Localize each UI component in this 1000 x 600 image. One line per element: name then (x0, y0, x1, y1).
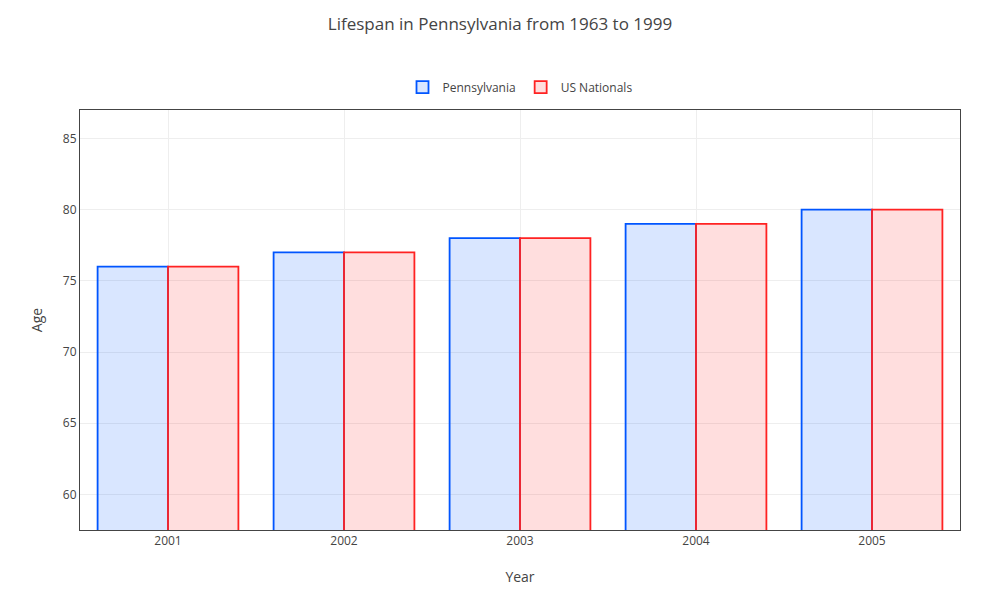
svg-text:Age: Age (27, 308, 46, 332)
svg-text:2004: 2004 (682, 532, 710, 549)
svg-text:2003: 2003 (506, 532, 534, 549)
svg-text:60: 60 (63, 486, 77, 503)
svg-text:Pennsylvania: Pennsylvania (443, 79, 516, 96)
svg-text:70: 70 (63, 343, 77, 360)
svg-text:Lifespan in Pennsylvania from: Lifespan in Pennsylvania from 1963 to 19… (328, 12, 672, 35)
svg-text:2002: 2002 (330, 532, 358, 549)
svg-text:85: 85 (63, 130, 77, 147)
svg-text:75: 75 (63, 272, 77, 289)
svg-text:2001: 2001 (154, 532, 181, 549)
svg-text:80: 80 (63, 201, 77, 218)
svg-text:2005: 2005 (858, 532, 886, 549)
svg-text:65: 65 (63, 414, 77, 431)
svg-text:Year: Year (505, 567, 534, 586)
svg-text:US Nationals: US Nationals (561, 79, 633, 96)
